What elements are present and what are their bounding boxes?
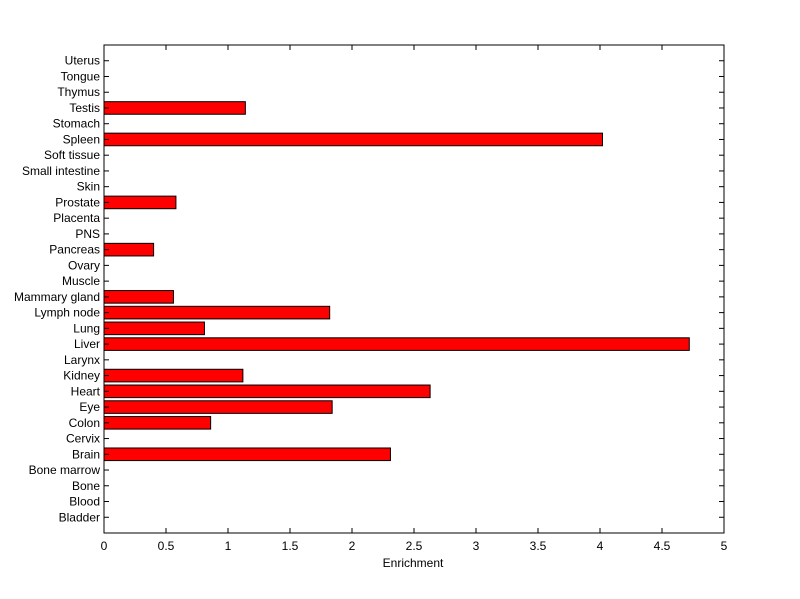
- bar-kidney: [103, 368, 244, 383]
- y-tick-label: PNS: [75, 227, 100, 241]
- y-tick-label: Tongue: [61, 69, 101, 83]
- y-tick-label: Kidney: [63, 369, 100, 383]
- y-tick-label: Larynx: [64, 353, 100, 367]
- bar-eye: [103, 400, 333, 414]
- x-tick-label: 4: [597, 539, 604, 553]
- y-tick-label: Soft tissue: [44, 148, 100, 162]
- bar-liver: [103, 337, 690, 351]
- y-tick-label: Spleen: [63, 132, 100, 146]
- bar-lung: [103, 321, 205, 336]
- x-tick-labels: 0 0.5 1 1.5 2 2.5 3 3.5 4 4.5 5: [101, 539, 728, 553]
- y-tick-label: Uterus: [65, 54, 100, 68]
- y-tick-label: Blood: [69, 495, 100, 509]
- y-tick-label: Thymus: [57, 85, 100, 99]
- y-tick-label: Bladder: [59, 510, 100, 524]
- y-tick-label: Cervix: [66, 432, 100, 446]
- x-tick-label: 2: [349, 539, 356, 553]
- y-tick-label: Muscle: [62, 274, 100, 288]
- x-tick-label: 1: [225, 539, 232, 553]
- bar-lymph-node: [103, 305, 331, 320]
- y-tick-label: Liver: [74, 337, 100, 351]
- y-tick-label: Colon: [69, 416, 100, 430]
- y-tick-label: Lung: [73, 321, 100, 335]
- y-tick-label: Ovary: [68, 258, 100, 272]
- bar-spleen: [103, 132, 603, 147]
- x-tick-label: 3.5: [530, 539, 547, 553]
- x-tick-label: 5: [721, 539, 728, 553]
- y-tick-label: Pancreas: [49, 243, 100, 257]
- x-tick-label: 3: [473, 539, 480, 553]
- plot-frame: [103, 44, 725, 534]
- bar-brain: [103, 447, 391, 462]
- x-tick-label: 1.5: [282, 539, 299, 553]
- y-tick-label: Brain: [72, 447, 100, 461]
- x-axis-title: Enrichment: [383, 556, 444, 570]
- y-tick-label: Eye: [79, 400, 100, 414]
- x-tick-label: 2.5: [406, 539, 423, 553]
- y-tick-label: Placenta: [53, 211, 100, 225]
- bar-colon: [103, 416, 212, 430]
- bar-heart: [103, 384, 431, 399]
- bar-pancreas: [103, 242, 155, 257]
- x-tick-label: 0: [101, 539, 108, 553]
- bar-prostate: [103, 195, 177, 210]
- y-tick-label: Heart: [71, 384, 101, 398]
- y-tick-label: Skin: [77, 180, 100, 194]
- x-tick-label: 4.5: [654, 539, 671, 553]
- y-tick-label: Mammary gland: [14, 290, 100, 304]
- y-tick-label: Small intestine: [22, 164, 100, 178]
- y-tick-label: Stomach: [53, 117, 100, 131]
- x-tick-label: 0.5: [158, 539, 175, 553]
- bar-mammary-gland: [103, 290, 174, 304]
- y-tick-label: Prostate: [55, 195, 100, 209]
- bar-testis: [103, 101, 246, 115]
- y-tick-label: Bone: [72, 479, 100, 493]
- y-tick-label: Bone marrow: [29, 463, 101, 477]
- y-tick-label: Lymph node: [34, 306, 100, 320]
- y-tick-label: Testis: [69, 101, 100, 115]
